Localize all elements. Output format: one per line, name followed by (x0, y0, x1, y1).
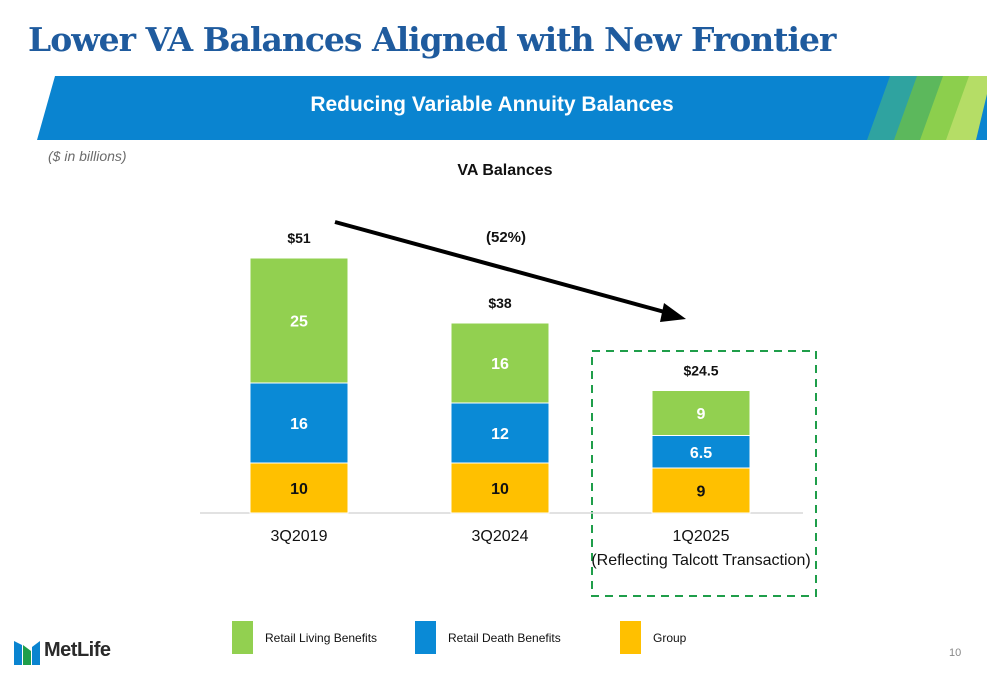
page-number: 10 (949, 647, 962, 659)
legend-label-retail-death: Retail Death Benefits (448, 631, 561, 645)
bar-group-0 (249, 462, 349, 514)
bar-label-retail-living-2: 9 (697, 406, 706, 423)
metlife-logo: MetLife (14, 631, 124, 671)
bar-retail-living-1 (450, 322, 550, 404)
page-title: Lower VA Balances Aligned with New Front… (28, 20, 836, 59)
bar-label-retail-death-1: 12 (491, 426, 509, 443)
x-tick-label-2-0: 1Q2025 (673, 528, 730, 545)
bar-retail-living-0 (249, 257, 349, 384)
banner-title: Reducing Variable Annuity Balances (310, 93, 674, 116)
bar-retail-death-0 (249, 382, 349, 464)
bar-label-retail-living-0: 25 (290, 314, 308, 331)
total-label-0: $51 (287, 230, 311, 246)
trend-arrow-line (334, 220, 673, 316)
x-tick-label-1-0: 3Q2024 (472, 528, 529, 545)
legend-swatch-retail-living (232, 621, 253, 654)
banner-shape (37, 76, 987, 140)
bar-label-retail-death-2: 6.5 (690, 445, 712, 462)
total-label-1: $38 (488, 295, 512, 311)
bar-retail-death-2 (651, 435, 751, 469)
legend-label-group: Group (653, 631, 687, 645)
bar-label-retail-death-0: 16 (290, 416, 308, 433)
highlight-box (591, 350, 817, 597)
bar-retail-living-2 (651, 390, 751, 436)
legend-label-retail-living: Retail Living Benefits (265, 631, 378, 645)
legend-swatch-retail-death (415, 621, 436, 654)
section-banner: Reducing Variable Annuity Balances (37, 76, 987, 140)
change-annotation: (52%) (486, 229, 526, 246)
legend-swatch-group (620, 621, 641, 654)
x-tick-label-0-0: 3Q2019 (271, 528, 328, 545)
x-tick-label-2-1: (Reflecting Talcott Transaction) (591, 552, 810, 569)
units-note: ($ in billions) (48, 148, 127, 164)
bar-label-retail-living-1: 16 (491, 356, 509, 373)
chart-title: VA Balances (457, 162, 553, 179)
total-label-2: $24.5 (683, 363, 718, 379)
bar-label-group-1: 10 (491, 481, 509, 498)
metlife-logo-icon (14, 641, 40, 665)
metlife-logo-text: MetLife (44, 639, 111, 661)
bar-retail-death-1 (450, 402, 550, 464)
bar-label-group-2: 9 (697, 484, 706, 501)
trend-arrow-head (660, 303, 686, 322)
bar-label-group-0: 10 (290, 481, 308, 498)
bar-group-1 (450, 462, 550, 514)
